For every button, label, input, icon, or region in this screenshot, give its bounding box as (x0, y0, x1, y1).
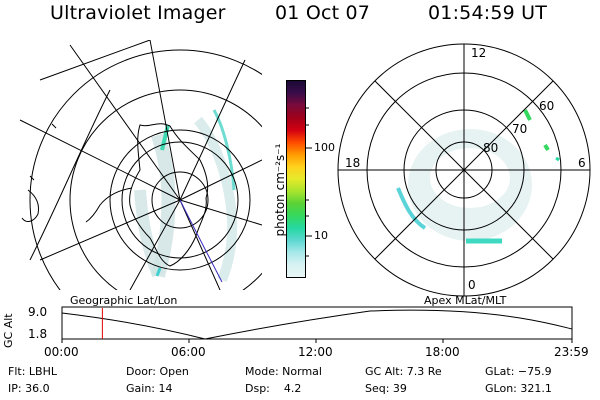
info-filter: Flt: LBHL (8, 365, 57, 378)
timeline-ytick-low: 1.8 (28, 327, 48, 341)
timeline-xtick-0: 00:00 (44, 345, 79, 359)
timeline-right-label: Apex MLat/MLT (424, 294, 507, 307)
colorbar-tick-10: 10 (314, 229, 328, 242)
instrument-title: Ultraviolet Imager (50, 2, 226, 24)
timeline-ytick-high: 9.0 (28, 305, 48, 319)
timeline-xtick-1: 06:00 (171, 345, 206, 359)
polar-lat-80: 80 (483, 141, 499, 155)
polar-mlt-12: 12 (471, 46, 487, 60)
timeline-xtick-3: 18:00 (425, 345, 460, 359)
info-ip: IP: 36.0 (8, 382, 50, 395)
polar-mlt-18: 18 (345, 156, 361, 170)
info-gain: Gain: 14 (126, 382, 173, 395)
timeline-xtick-2: 12:00 (298, 345, 333, 359)
polar-lat-60: 60 (539, 99, 555, 113)
info-glon: GLon: 321.1 (485, 382, 552, 395)
info-dsp: Dsp: 4.2 (245, 382, 302, 395)
info-gc-alt: GC Alt: 7.3 Re (365, 365, 442, 378)
polar-mlt-0: 0 (468, 278, 476, 292)
info-door: Door: Open (126, 365, 189, 378)
polar-mlt-6: 6 (578, 156, 586, 170)
color-scale-bar (286, 80, 306, 278)
polar-lat-70: 70 (512, 122, 528, 136)
timeline-left-label: Geographic Lat/Lon (70, 294, 178, 307)
info-mode: Mode: Normal (245, 365, 322, 378)
info-glat: GLat: −75.9 (485, 365, 552, 378)
observation-time: 01:54:59 UT (428, 2, 548, 24)
observation-date: 01 Oct 07 (275, 2, 371, 24)
colorbar-tick-100: 100 (314, 141, 335, 154)
info-seq: Seq: 39 (365, 382, 407, 395)
timeline-xtick-4: 23:59 (554, 345, 589, 359)
